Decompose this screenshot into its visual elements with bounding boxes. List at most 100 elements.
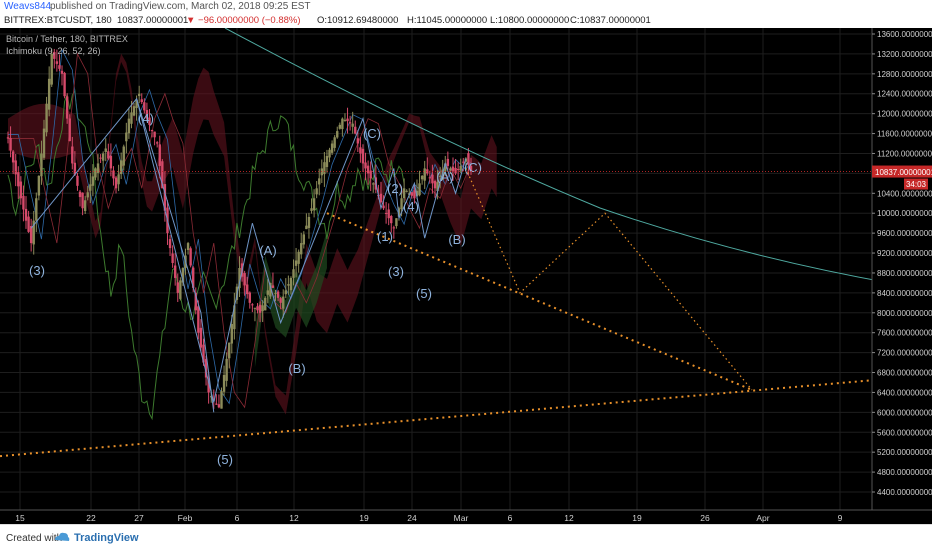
author-link[interactable]: Weavs844 <box>4 1 52 12</box>
candle-body <box>189 248 192 266</box>
publish-header: Weavs844 published on TradingView.com, M… <box>0 0 932 14</box>
candle-body <box>117 174 120 185</box>
open-value: O:10912.69480000 <box>317 15 399 26</box>
candle-body <box>202 344 205 363</box>
price-tick-label: 4800.00000000 <box>877 468 932 477</box>
time-tick-label: 15 <box>15 513 25 523</box>
candle-body <box>431 174 434 184</box>
candle-body <box>436 182 439 192</box>
candle-body <box>469 165 473 172</box>
countdown-label: 34:03 <box>906 180 927 189</box>
candle-body <box>253 307 257 309</box>
price-tick-label: 6400.00000000 <box>877 388 932 397</box>
ichimoku-conversion-line <box>8 48 472 405</box>
candle-body <box>307 216 311 228</box>
chart-title: Bitcoin / Tether, 180, BITTREX <box>6 34 128 44</box>
time-tick-label: 26 <box>700 513 710 523</box>
candle-body <box>405 190 408 192</box>
price-tick-label: 7600.00000000 <box>877 329 932 338</box>
candle-body <box>109 155 113 169</box>
tradingview-logo-icon <box>55 532 70 541</box>
price-tick-label: 6000.00000000 <box>877 408 932 417</box>
wave-label: (3) <box>388 264 404 279</box>
candle-body <box>60 70 64 74</box>
elliott-wave-path <box>30 97 467 403</box>
candle-body <box>261 305 264 312</box>
candle-body <box>325 155 329 167</box>
candle-body <box>454 167 457 174</box>
time-tick-label: 19 <box>359 513 369 523</box>
descending-trendline <box>224 28 932 291</box>
candle-body <box>86 192 89 198</box>
candle-body <box>27 216 30 232</box>
candle-body <box>135 99 138 109</box>
candle-body <box>14 160 17 175</box>
chart-area[interactable]: (3) (4) (5) (A) (B) (C) (2) (1) (3) (4) (5) (A) (B) (… <box>0 28 932 524</box>
projection-path <box>465 168 753 391</box>
candle-body <box>130 112 133 124</box>
price-tick-label: 5200.00000000 <box>877 448 932 457</box>
candle-body <box>361 148 365 164</box>
candle-body <box>210 396 213 398</box>
price-tick-label: 10400.00000000 <box>877 189 932 198</box>
low-value: L:10800.00000000 <box>490 15 570 26</box>
candle-body <box>294 260 298 266</box>
candle-body <box>199 327 203 348</box>
candle-body <box>71 146 74 164</box>
candle-body <box>395 218 398 227</box>
candle-body <box>89 184 92 191</box>
candle-body <box>197 306 200 333</box>
candle-body <box>192 267 195 288</box>
candle-body <box>402 188 406 199</box>
candle-body <box>264 297 267 311</box>
candle-body <box>91 176 95 186</box>
candle-body <box>94 168 97 178</box>
candle-body <box>238 267 241 289</box>
candle-body <box>467 153 470 166</box>
candle-body <box>186 243 190 251</box>
candle-body <box>330 143 334 153</box>
price-tick-label: 12400.00000000 <box>877 90 932 99</box>
wave-label: (4) <box>138 111 154 126</box>
candle-body <box>354 126 357 134</box>
close-value: C:10837.00000001 <box>570 15 651 26</box>
candle-body <box>451 166 455 171</box>
candle-body <box>125 132 128 142</box>
publish-info: published on TradingView.com, March 02, … <box>50 1 311 12</box>
candle-body <box>96 163 100 173</box>
candle-body <box>379 193 383 203</box>
candle-body <box>104 148 107 152</box>
candle-body <box>68 118 71 142</box>
price-tick-label: 8800.00000000 <box>877 269 932 278</box>
candle-body <box>176 282 179 293</box>
symbol-name: BITTREX:BTCUSDT, 180 <box>4 15 112 26</box>
price-tick-label: 11600.00000000 <box>877 130 932 139</box>
price-tick-label: 8000.00000000 <box>877 309 932 318</box>
candle-body <box>58 65 61 69</box>
price-tick-label: 12800.00000000 <box>877 70 932 79</box>
candle-body <box>83 200 87 211</box>
candle-body <box>150 129 154 132</box>
footer: Created with TradingView <box>0 524 932 551</box>
price-chart[interactable]: (3) (4) (5) (A) (B) (C) (2) (1) (3) (4) (5) (A) (B) (… <box>0 28 932 524</box>
candle-body <box>271 285 275 288</box>
candle-body <box>372 183 375 185</box>
candle-body <box>387 209 390 219</box>
candle-body <box>438 175 442 177</box>
elliott-wave-path-alt <box>136 98 215 413</box>
candle-body <box>343 119 347 121</box>
candle-body <box>222 375 226 392</box>
tradingview-brand[interactable]: TradingView <box>74 532 139 544</box>
candle-body <box>400 198 403 210</box>
price-change: ▼ −96.00000000 (−0.88%) <box>186 15 301 26</box>
wave-label: (C) <box>464 160 482 175</box>
candle-body <box>55 61 59 64</box>
candle-body <box>107 151 110 159</box>
candle-body <box>423 168 426 181</box>
symbol-info-bar: BITTREX:BTCUSDT, 180 10837.00000001 ▼ −9… <box>0 14 932 28</box>
ichimoku-base-line <box>8 52 472 409</box>
candle-body <box>251 304 254 306</box>
candle-body <box>78 191 82 198</box>
candle-body <box>305 225 308 230</box>
candle-body <box>194 292 197 311</box>
